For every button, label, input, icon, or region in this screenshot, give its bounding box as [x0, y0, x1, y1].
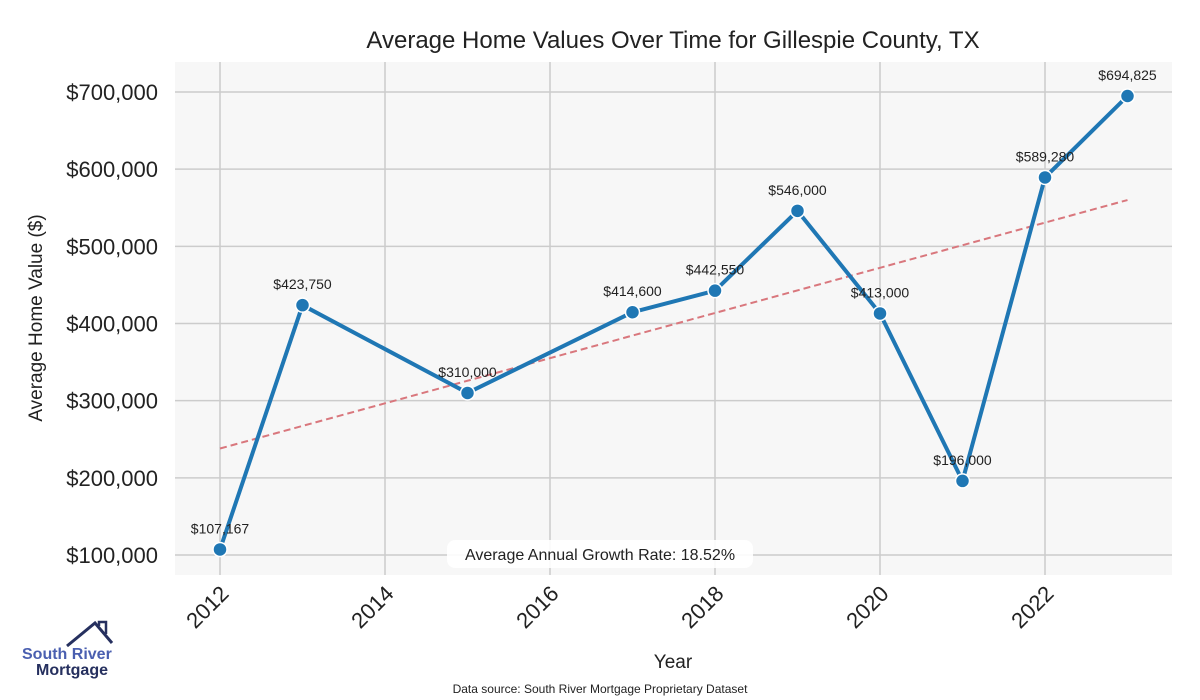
data-point [294, 297, 311, 313]
logo-line1: South River [22, 646, 112, 663]
south-river-mortgage-logo: South River Mortgage [22, 620, 117, 682]
data-source-note: Data source: South River Mortgage Propri… [453, 682, 748, 696]
data-point [212, 541, 228, 558]
annotation-box [447, 540, 753, 568]
data-point [624, 304, 641, 320]
data-label: $196,000 [933, 452, 992, 468]
data-label: $589,280 [1016, 148, 1075, 164]
y-axis-label: Average Home Value ($) [26, 214, 47, 421]
x-tick-label: 2022 [1006, 581, 1058, 633]
data-label: $694,825 [1098, 67, 1157, 83]
data-label: $310,000 [438, 364, 497, 380]
data-label: $423,750 [273, 276, 332, 292]
y-tick-label: $700,000 [66, 80, 158, 105]
growth-rate-annotation: Average Annual Growth Rate: 18.52% [465, 547, 735, 564]
y-tick-label: $300,000 [66, 389, 158, 414]
data-point [789, 203, 806, 219]
x-tick-label: 2014 [346, 581, 398, 633]
data-label: $414,600 [603, 283, 662, 299]
y-tick-label: $100,000 [66, 543, 158, 568]
logo-line2: Mortgage [36, 662, 108, 679]
y-tick-label: $200,000 [66, 466, 158, 491]
data-label: $107,167 [191, 520, 250, 536]
data-point [707, 282, 723, 299]
house-roof-icon [66, 620, 114, 648]
x-tick-label: 2012 [181, 581, 233, 633]
data-label: $442,550 [686, 262, 745, 278]
series-line [218, 94, 1129, 551]
x-tick-label: 2020 [841, 581, 893, 633]
x-axis-label: Year [654, 652, 693, 673]
y-tick-label: $600,000 [66, 157, 158, 182]
data-label: $413,000 [851, 284, 910, 300]
data-label: $546,000 [768, 182, 827, 198]
y-tick-label: $400,000 [66, 312, 158, 337]
data-point [459, 385, 476, 401]
chart-title: Average Home Values Over Time for Gilles… [366, 27, 979, 54]
x-tick-label: 2018 [676, 581, 728, 633]
x-tick-label: 2016 [511, 581, 563, 633]
data-point [1037, 169, 1053, 186]
y-tick-label: $500,000 [66, 234, 158, 259]
data-point [1119, 88, 1136, 104]
data-point [954, 473, 971, 489]
data-point [872, 305, 888, 322]
trend-line [219, 199, 1128, 450]
